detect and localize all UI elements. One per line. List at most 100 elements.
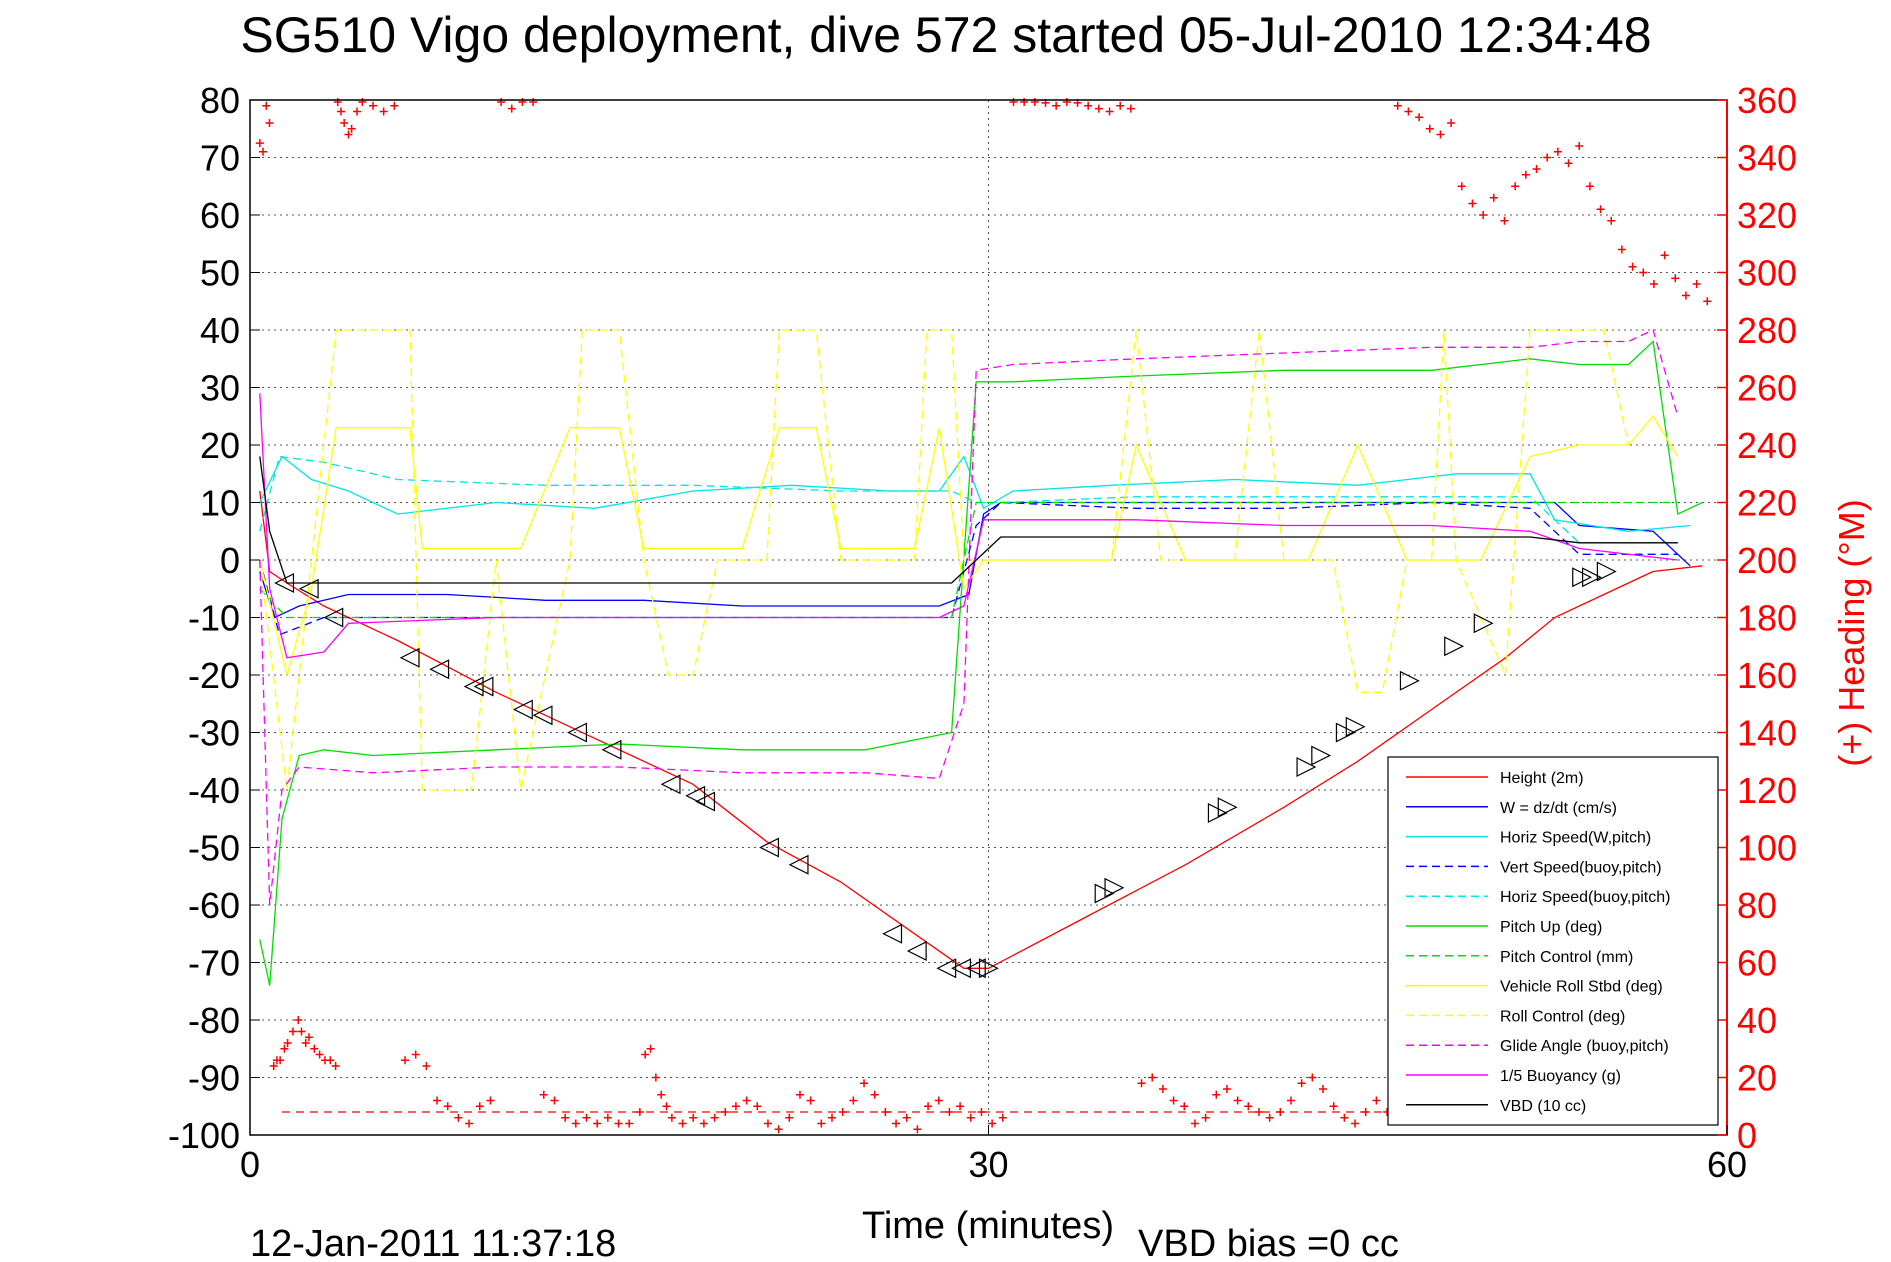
heading-marker [795, 1090, 804, 1099]
heading-marker [699, 1119, 708, 1128]
heading-marker [571, 1119, 580, 1128]
x-tick-label: 0 [240, 1144, 260, 1185]
heading-marker [401, 1056, 410, 1065]
right-tick-label: 20 [1737, 1058, 1777, 1099]
heading-marker [326, 1056, 335, 1065]
right-tick-label: 280 [1737, 310, 1797, 351]
heading-marker [1511, 182, 1520, 191]
heading-marker [1543, 153, 1552, 162]
right-tick-label: 160 [1737, 655, 1797, 696]
heading-marker [641, 1050, 650, 1059]
sample-triangle [759, 837, 780, 858]
sample-triangle [1217, 797, 1238, 818]
heading-marker [465, 1119, 474, 1128]
heading-marker [956, 1102, 965, 1111]
heading-marker [1617, 245, 1626, 254]
legend-label: VBD (10 cc) [1500, 1098, 1586, 1115]
heading-marker [1169, 1096, 1178, 1105]
heading-marker [344, 130, 353, 139]
heading-marker [1105, 107, 1114, 116]
heading-marker [1681, 291, 1690, 300]
heading-marker [486, 1096, 495, 1105]
series-line [259, 329, 1679, 906]
heading-marker [1489, 193, 1498, 202]
heading-marker [1415, 113, 1424, 122]
heading-marker [1447, 119, 1456, 127]
heading-marker [1319, 1085, 1328, 1093]
series-line [259, 501, 1678, 619]
right-tick-label: 320 [1737, 195, 1797, 236]
left-tick-label: -50 [188, 828, 240, 869]
sample-triangle [1335, 722, 1356, 743]
sample-triangle [1444, 636, 1465, 657]
heading-marker [422, 1062, 431, 1070]
heading-marker [310, 1044, 319, 1053]
left-tick-label: -40 [188, 770, 240, 811]
right-tick-label: 0 [1737, 1115, 1757, 1156]
sample-triangle [1094, 883, 1115, 904]
series-line [259, 329, 1630, 791]
x-tick-label: 60 [1707, 1144, 1747, 1185]
heading-marker [1692, 280, 1701, 288]
x-axis: 0 30 60 [240, 1125, 1747, 1185]
heading-marker [753, 1102, 762, 1111]
heading-marker [678, 1119, 687, 1128]
heading-marker [1233, 1096, 1242, 1105]
sample-triangle [936, 958, 957, 979]
sample-triangle [274, 573, 295, 593]
heading-marker [1137, 1079, 1146, 1088]
left-tick-label: -30 [188, 713, 240, 754]
right-tick-label: 40 [1737, 1000, 1777, 1041]
left-tick-label: -20 [188, 655, 240, 696]
heading-marker [614, 1119, 623, 1128]
heading-marker [561, 1113, 570, 1122]
heading-marker [1660, 251, 1669, 260]
heading-marker [259, 147, 268, 156]
right-tick-label: 200 [1737, 540, 1797, 581]
right-tick-label: 100 [1737, 828, 1797, 869]
heading-marker [860, 1079, 869, 1088]
legend: Height (2m) W = dz/dt (cm/s) Horiz Speed(W… [1387, 756, 1719, 1126]
left-tick-label: 0 [220, 540, 240, 581]
heading-marker [651, 1073, 660, 1082]
right-tick-label: 260 [1737, 368, 1797, 409]
heading-marker [603, 1113, 612, 1122]
left-tick-label: 40 [200, 310, 240, 351]
heading-marker [1628, 262, 1637, 271]
right-tick-label: 140 [1737, 713, 1797, 754]
heading-marker [849, 1096, 858, 1105]
legend-label: W = dz/dt (cm/s) [1500, 800, 1617, 817]
sample-triangle [965, 958, 986, 979]
left-tick-label: -100 [168, 1115, 240, 1156]
heading-marker [785, 1113, 794, 1122]
legend-label: Roll Control (deg) [1500, 1008, 1625, 1025]
sample-triangle [532, 705, 553, 726]
legend-label: Glide Angle (buoy,pitch) [1500, 1038, 1669, 1055]
heading-marker [1393, 101, 1402, 110]
heading-marker [280, 1044, 289, 1053]
heading-marker [1479, 211, 1488, 219]
heading-marker [1671, 274, 1680, 283]
sample-triangle [1104, 877, 1125, 898]
heading-marker [1649, 280, 1658, 288]
heading-marker [774, 1125, 783, 1134]
right-tick-label: 180 [1737, 598, 1797, 639]
right-tick-label: 120 [1737, 770, 1797, 811]
heading-marker [662, 1102, 671, 1111]
chart-title: SG510 Vigo deployment, dive 572 started … [240, 7, 1651, 63]
left-axis: 80 70 60 50 40 30 20 10 0 -10 -20 -30 -40 -50 -60 -70 -8… [168, 80, 260, 1156]
heading-marker [657, 1090, 666, 1099]
heading-marker [1351, 1119, 1360, 1128]
heading-marker [934, 1096, 943, 1105]
heading-marker [1575, 142, 1584, 150]
right-tick-label: 220 [1737, 483, 1797, 524]
sample-triangle [1473, 613, 1494, 634]
heading-marker [710, 1113, 719, 1122]
heading-marker [1222, 1085, 1231, 1093]
footer-vbd-bias: VBD bias =0 cc [1138, 1223, 1399, 1262]
left-tick-label: 10 [200, 483, 240, 524]
legend-label: Horiz Speed(buoy,pitch) [1500, 889, 1670, 906]
heading-marker [1201, 1113, 1210, 1122]
legend-label: Pitch Control (mm) [1500, 949, 1633, 966]
